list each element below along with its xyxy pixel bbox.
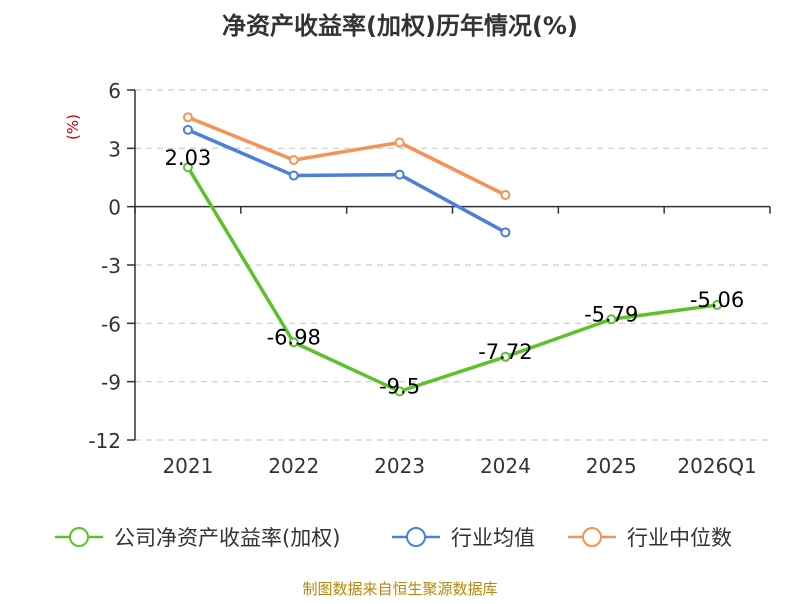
legend-marker [69,527,89,547]
x-tick-label: 2022 [268,454,319,478]
data-label: -6.98 [267,325,321,349]
data-point [500,351,511,362]
legend-label: 行业中位数 [627,526,732,550]
data-point [288,170,299,181]
legend-marker [582,527,602,547]
data-point [394,169,405,180]
data-point [288,155,299,165]
y-tick-label: 6 [108,79,121,103]
data-point [500,190,511,200]
x-tick-label: 2023 [374,454,425,478]
chart-title: 净资产收益率(加权)历年情况(%) [222,12,578,40]
data-label: -9.5 [379,374,420,398]
source-note: 制图数据来自恒生聚源数据库 [302,580,498,598]
axis-layer: 6 3 0 -3 -6 -9 -12 2021 2022 2023 2024 2025 2026Q1 [88,79,771,478]
data-label: -5.06 [690,288,744,312]
series-line [187,128,507,234]
data-label: -7.72 [478,340,532,364]
legend-item[interactable]: 行业均值 [392,526,535,550]
legend[interactable]: 公司净资产收益率(加权) 行业均值 行业中位数 [55,526,732,550]
data-point [288,337,299,348]
data-point [712,300,723,311]
series-layer [182,112,723,397]
series-line [187,115,507,197]
data-point [394,386,405,397]
y-axis-label: (%) [64,114,82,140]
x-tick-label: 2026Q1 [677,454,756,478]
data-point [182,112,193,123]
data-point [606,314,617,325]
legend-label: 公司净资产收益率(加权) [114,526,340,550]
series-line [186,166,718,394]
grid-layer [135,89,770,441]
x-tick-label: 2021 [162,454,213,478]
data-point [182,162,193,173]
data-point [394,137,405,148]
data-label: -5.79 [584,302,638,326]
y-tick-label: 0 [108,196,121,220]
y-tick-label: -6 [101,312,121,336]
x-tick-label: 2024 [480,454,531,478]
data-point [500,227,511,238]
y-tick-label: 3 [108,137,121,161]
y-tick-label: -9 [101,371,121,395]
y-tick-label: -12 [88,429,121,453]
legend-item[interactable]: 公司净资产收益率(加权) [55,526,340,550]
data-point [182,124,193,135]
legend-marker [406,527,426,547]
legend-label: 行业均值 [451,526,535,550]
data-label-layer: 2.03 -6.98 -9.5 -7.72 -5.79 -5.06 [165,146,745,398]
x-tick-label: 2025 [586,454,637,478]
data-label: 2.03 [165,146,212,170]
legend-item[interactable]: 行业中位数 [568,526,732,550]
y-tick-label: -3 [101,254,121,278]
